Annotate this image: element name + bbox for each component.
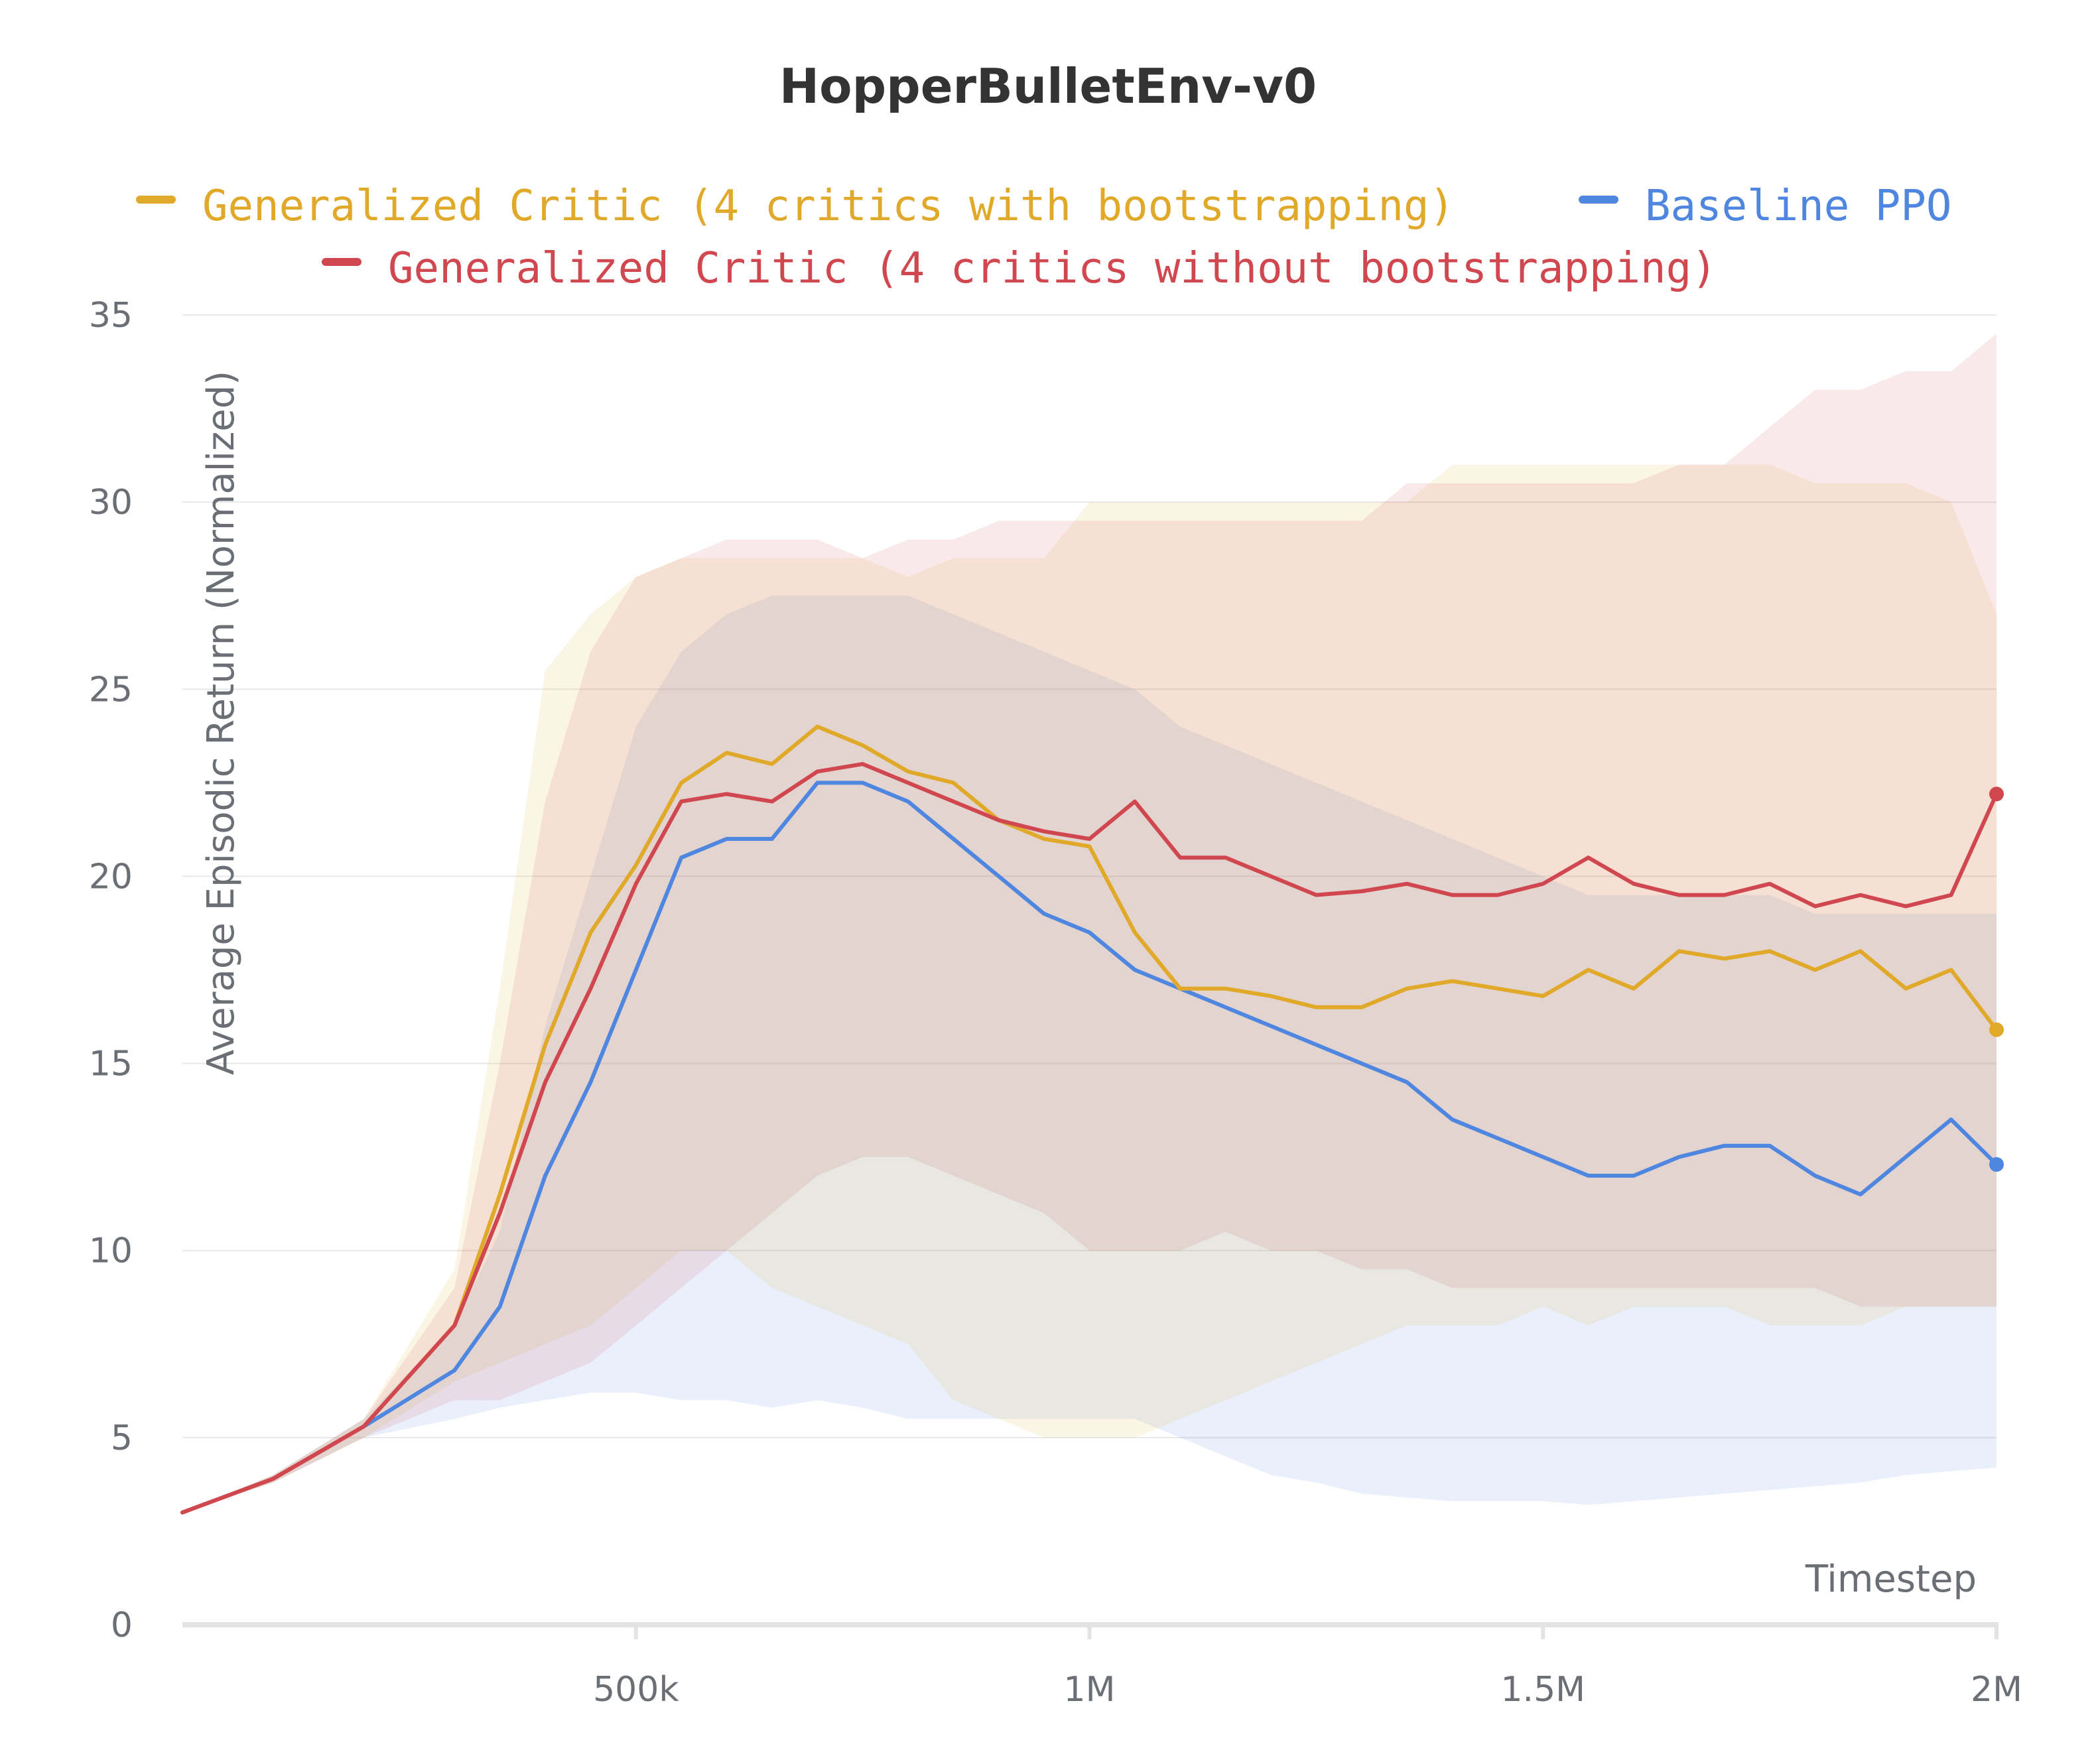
axes (182, 1622, 1998, 1639)
legend-swatch-baseline (1579, 196, 1618, 204)
line-series-1 (180, 762, 1998, 1515)
y-axis-label: Average Episodic Return (Normalized) (200, 371, 243, 1075)
line-series-0 (180, 724, 1998, 1515)
x-tick-labels: 500k 1M 1.5M 2M (593, 1670, 2022, 1710)
x-tick-label-3: 2M (1971, 1670, 2022, 1710)
endpoint-series-2 (1989, 1157, 2004, 1172)
chart-title: HopperBulletEnv-v0 (779, 58, 1317, 114)
y-tick-label-5: 25 (89, 670, 133, 710)
y-tick-label-0: 0 (111, 1606, 133, 1645)
y-tick-label-3: 15 (89, 1044, 133, 1084)
legend-label-with-bootstrapping: Generalized Critic (4 critics with boots… (202, 182, 1455, 231)
endpoint-series-1 (1989, 787, 2004, 802)
y-tick-label-4: 20 (89, 857, 133, 897)
y-tick-labels: 0 5 10 15 20 25 30 35 (89, 296, 133, 1645)
x-tick-label-0: 500k (593, 1670, 679, 1710)
legend-swatch-without-bootstrapping (322, 258, 361, 266)
confidence-bands (182, 334, 1997, 1513)
line-series-2 (180, 781, 1998, 1515)
legend: Generalized Critic (4 critics with boots… (136, 182, 1951, 293)
x-tick-label-1: 1M (1064, 1670, 1116, 1710)
x-axis-label: Timestep (1805, 1558, 1977, 1601)
legend-swatch-with-bootstrapping (136, 196, 176, 204)
series-endpoints (1989, 787, 2004, 1172)
band-series-2 (182, 596, 1997, 1513)
band-series-1 (182, 334, 1997, 1513)
y-tick-label-6: 30 (89, 483, 133, 523)
endpoint-series-0 (1989, 1022, 2004, 1037)
y-tick-label-1: 5 (111, 1418, 133, 1458)
band-series-0 (182, 464, 1997, 1513)
legend-label-baseline: Baseline PPO (1645, 182, 1951, 231)
x-tick-label-2: 1.5M (1500, 1670, 1585, 1710)
y-tick-label-2: 10 (89, 1231, 133, 1271)
series-lines (180, 724, 1998, 1515)
legend-label-without-bootstrapping: Generalized Critic (4 critics without bo… (388, 244, 1717, 293)
y-tick-label-7: 35 (89, 296, 133, 336)
